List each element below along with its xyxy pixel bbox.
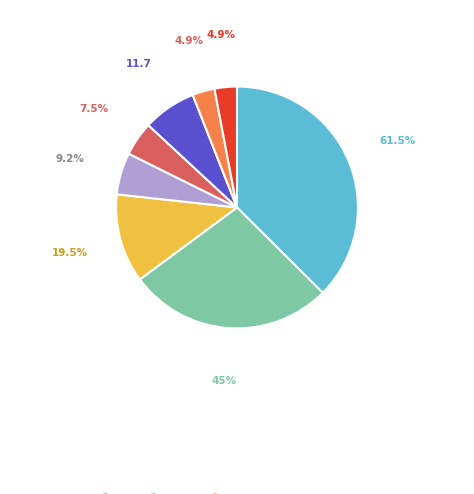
Text: 7.5%: 7.5% bbox=[80, 104, 109, 114]
Wedge shape bbox=[140, 207, 323, 329]
Text: 4.9%: 4.9% bbox=[206, 30, 235, 40]
Wedge shape bbox=[214, 86, 237, 207]
Text: 45%: 45% bbox=[212, 375, 237, 386]
Text: 4.9%: 4.9% bbox=[174, 36, 203, 46]
Text: 9.2%: 9.2% bbox=[56, 154, 85, 164]
Wedge shape bbox=[193, 88, 237, 207]
Text: 19.5%: 19.5% bbox=[51, 248, 88, 258]
Wedge shape bbox=[117, 154, 237, 207]
Wedge shape bbox=[116, 194, 237, 280]
Text: 61.5%: 61.5% bbox=[379, 136, 415, 146]
Wedge shape bbox=[129, 125, 237, 207]
Text: 11.7: 11.7 bbox=[126, 59, 152, 69]
Wedge shape bbox=[237, 86, 358, 293]
Wedge shape bbox=[148, 95, 237, 207]
